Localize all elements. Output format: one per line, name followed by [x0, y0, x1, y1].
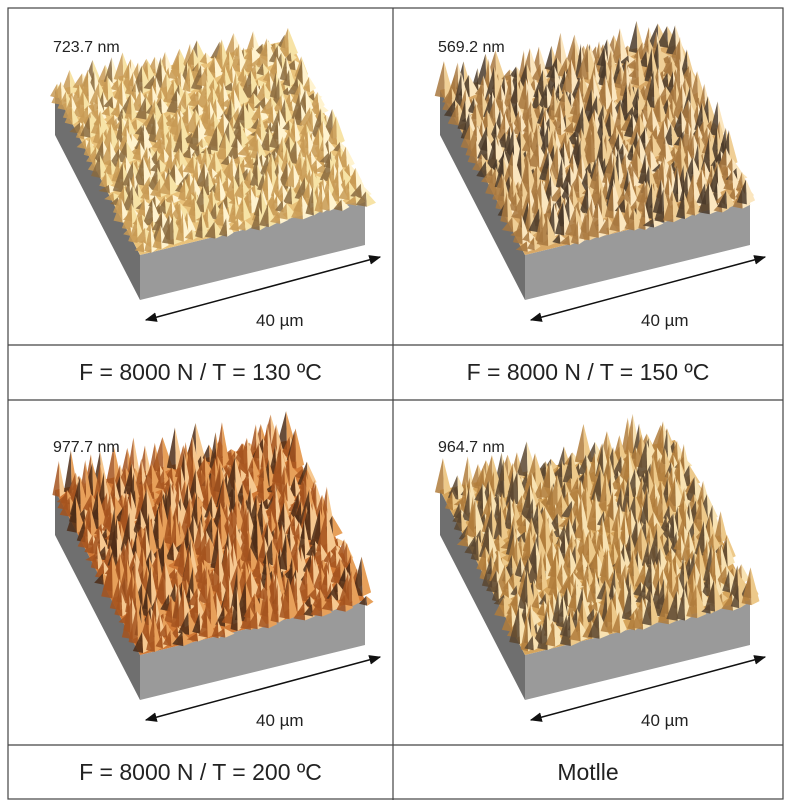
panel-caption: F = 8000 N / T = 130 ºC [79, 359, 322, 385]
peak-shadow [52, 461, 59, 497]
peak-light [751, 567, 760, 605]
scale-label: 40 µm [256, 311, 304, 330]
panel-caption: F = 8000 N / T = 150 ºC [467, 359, 710, 385]
panel-caption: F = 8000 N / T = 200 ºC [79, 759, 322, 785]
peak-shadow [167, 427, 176, 469]
scale-label: 40 µm [641, 311, 689, 330]
peak-light [288, 28, 298, 57]
peak-light [443, 458, 451, 494]
afm-panel: 569.2 nm 40 µm [435, 21, 765, 330]
afm-panel: 964.7 nm 40 µm [435, 414, 765, 730]
peak-light [222, 422, 229, 467]
scale-label: 40 µm [256, 711, 304, 730]
peak-light [366, 596, 373, 606]
afm-panel: 723.7 nm 40 µm [50, 28, 380, 330]
height-label: 964.7 nm [438, 439, 505, 456]
figure: 723.7 nm 40 µm F = 8000 N / T = 130 ºC 569.… [0, 0, 785, 800]
panel-caption: Motlle [557, 759, 618, 785]
height-label: 977.7 nm [53, 439, 120, 456]
height-label: 723.7 nm [53, 39, 120, 56]
scale-label: 40 µm [641, 711, 689, 730]
peak-light [346, 146, 355, 167]
peak-light [309, 77, 316, 92]
peak-shadow [435, 458, 444, 494]
peak-light [746, 179, 755, 204]
height-label: 569.2 nm [438, 39, 505, 56]
afm-panel: 977.7 nm 40 µm [52, 411, 380, 730]
peak-shadow [629, 21, 638, 53]
peak-light [336, 116, 345, 145]
peak-shadow [575, 424, 585, 464]
peak-shadow [545, 46, 553, 71]
peak-light [295, 428, 304, 468]
peak-shadow [435, 61, 445, 98]
peak-shadow [114, 52, 124, 81]
peak-light [332, 516, 342, 538]
peak-light [362, 557, 372, 597]
